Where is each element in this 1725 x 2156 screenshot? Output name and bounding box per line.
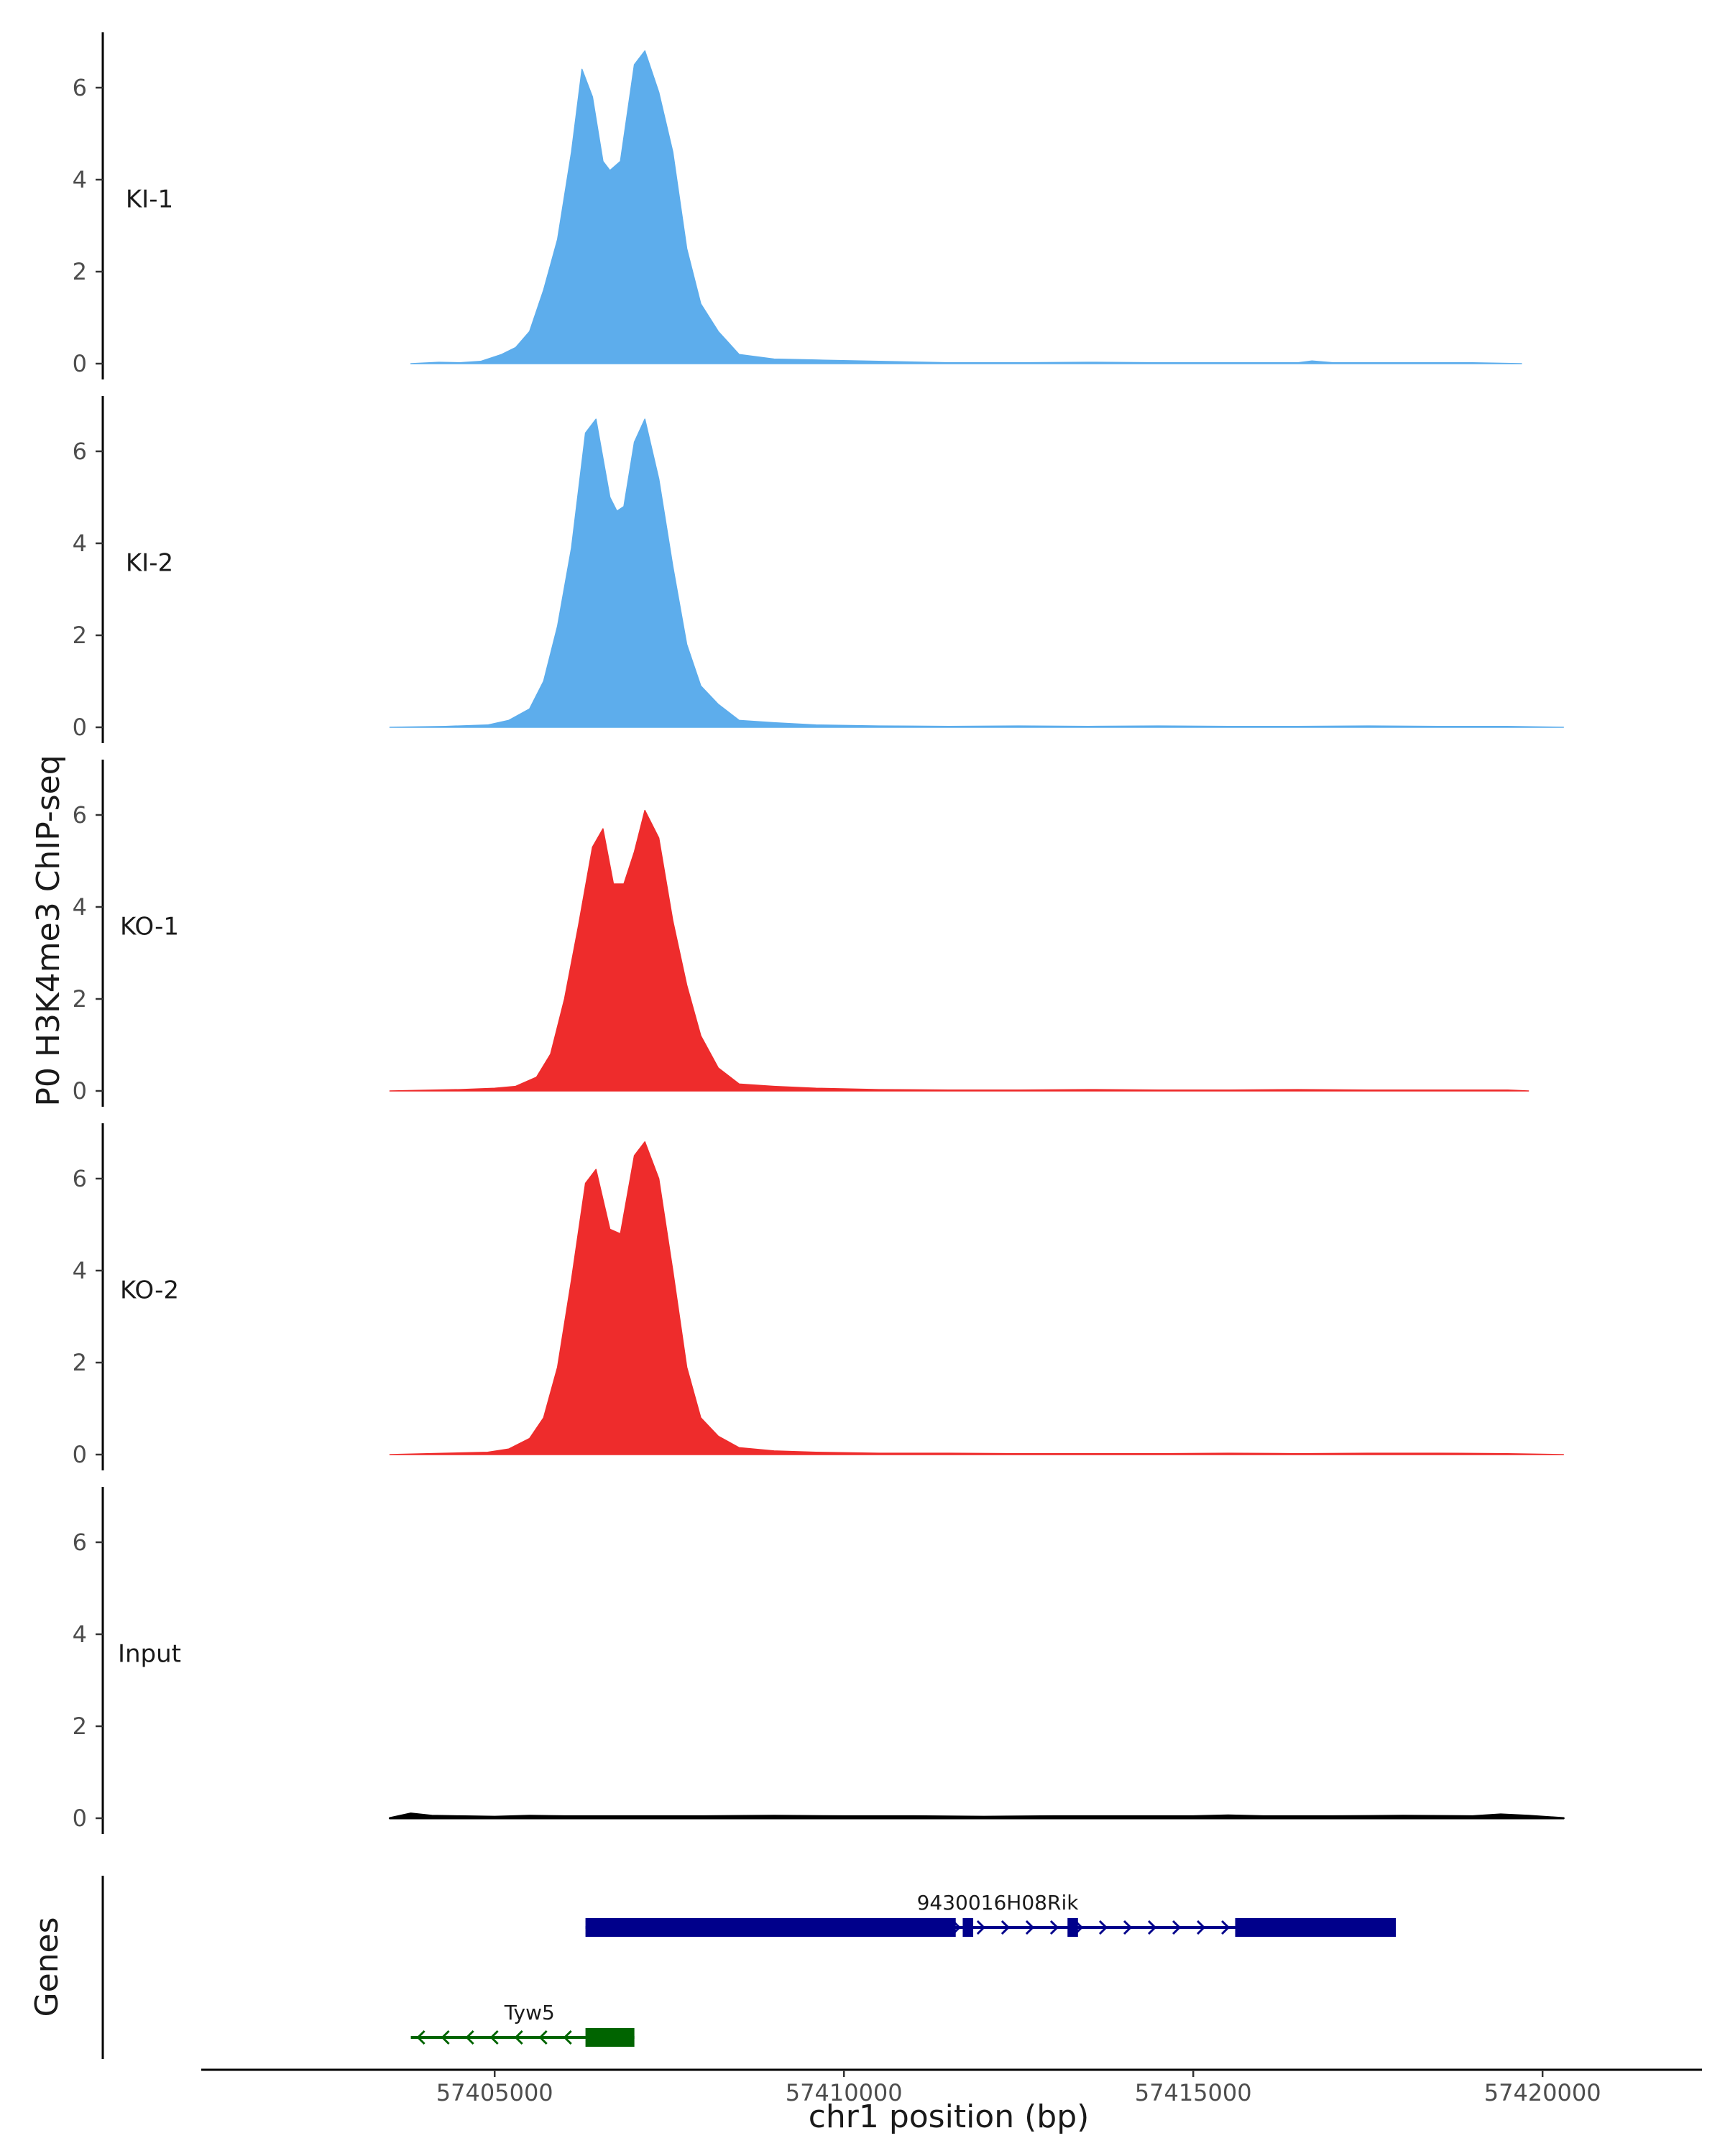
track-ko-2: 0 2 4 6 KO-2 <box>73 1123 1565 1470</box>
gene-tyw5-strand-arrow <box>563 2030 572 2045</box>
track-ko-2-y-tick-label-6: 6 <box>73 1165 87 1192</box>
gene-9430016h08rik-strand-arrow <box>1025 1920 1035 1935</box>
track-ko-2-y-tick-label-4: 4 <box>73 1257 87 1284</box>
track-ko-2-y-tick-label-2: 2 <box>73 1349 87 1376</box>
x-tick-label-57420000: 57420000 <box>1484 2079 1601 2106</box>
track-ko-2-y-tick-label-0: 0 <box>73 1441 87 1468</box>
signal-area-ko-2 <box>389 1141 1565 1455</box>
gene-9430016h08rik-strand-arrow <box>1098 1920 1108 1935</box>
gene-9430016h08rik-exon-4 <box>1235 1918 1397 1937</box>
gene-9430016h08rik-exon-3 <box>1067 1918 1078 1937</box>
track-ko-1-y-tick-label-4: 4 <box>73 893 87 921</box>
track-input-y-tick-label-0: 0 <box>73 1805 87 1832</box>
x-tick-label-57410000: 57410000 <box>786 2079 903 2106</box>
track-ki-2-y-tick-label-6: 6 <box>73 438 87 465</box>
track-label-input: Input <box>118 1639 181 1668</box>
track-input-y-tick-label-6: 6 <box>73 1529 87 1556</box>
signal-area-ki-2 <box>389 418 1565 728</box>
gene-tyw5: Tyw5 <box>410 2001 635 2047</box>
signal-tracks: 0 2 4 6 KI-1 0 2 4 6 KI-2 0 2 4 6 KO-1 0 2 4 6 KO-2 0 2 4 6 Inpu… <box>73 32 1565 1834</box>
gene-tyw5-exon-1 <box>585 2028 635 2047</box>
gene-9430016h08rik-strand-arrow <box>1221 1920 1230 1935</box>
y-axis-title: P0 H3K4me3 ChIP-seq <box>30 755 67 1106</box>
gene-label-tyw5: Tyw5 <box>504 2001 555 2024</box>
track-ki-1-y-tick-label-6: 6 <box>73 74 87 101</box>
signal-area-ko-1 <box>389 809 1530 1092</box>
track-label-ko-2: KO-2 <box>120 1276 179 1304</box>
gene-label-9430016h08rik: 9430016H08Rik <box>917 1891 1080 1915</box>
track-input: 0 2 4 6 Input <box>73 1487 1565 1834</box>
gene-tyw5-strand-arrow <box>489 2030 499 2045</box>
genes-track: Genes 9430016H08Rik Tyw5 <box>29 1876 1397 2059</box>
track-ki-1-y-tick-label-4: 4 <box>73 166 87 193</box>
track-ki-1: 0 2 4 6 KI-1 <box>73 32 1522 379</box>
track-label-ki-2: KI-2 <box>126 548 173 577</box>
gene-tyw5-strand-arrow <box>538 2030 548 2045</box>
gene-9430016h08rik-strand-arrow <box>1000 1920 1011 1935</box>
gene-9430016h08rik: 9430016H08Rik <box>585 1891 1397 1937</box>
gene-tyw5-strand-arrow <box>416 2030 426 2045</box>
track-ki-1-y-tick-label-0: 0 <box>73 350 87 377</box>
track-ko-1-y-tick-label-6: 6 <box>73 801 87 829</box>
track-ki-1-y-tick-label-2: 2 <box>73 258 87 285</box>
x-axis-title: chr1 position (bp) <box>809 2099 1090 2135</box>
signal-area-input <box>388 1812 1565 1820</box>
gene-9430016h08rik-exon-1 <box>585 1918 956 1937</box>
signal-area-ki-1 <box>410 50 1522 364</box>
gene-tyw5-strand-arrow <box>441 2030 450 2045</box>
x-tick-label-57415000: 57415000 <box>1135 2079 1252 2106</box>
gene-tyw5-strand-arrow <box>514 2030 523 2045</box>
gene-tyw5-strand-arrow <box>465 2030 474 2045</box>
gene-9430016h08rik-strand-arrow <box>976 1920 986 1935</box>
track-ki-2-y-tick-label-4: 4 <box>73 530 87 557</box>
track-input-y-tick-label-2: 2 <box>73 1713 87 1740</box>
x-axis: 57405000 57410000 57415000 57420000 <box>201 2068 1702 2106</box>
gene-9430016h08rik-strand-arrow <box>1123 1920 1133 1935</box>
gene-9430016h08rik-strand-arrow <box>1172 1920 1182 1935</box>
genes-track-title: Genes <box>29 1917 65 2017</box>
x-tick-label-57405000: 57405000 <box>436 2079 553 2106</box>
track-ko-1-y-tick-label-0: 0 <box>73 1077 87 1105</box>
track-ki-2-y-tick-label-2: 2 <box>73 622 87 649</box>
track-ki-2: 0 2 4 6 KI-2 <box>73 396 1565 743</box>
track-label-ko-1: KO-1 <box>120 912 179 941</box>
gene-9430016h08rik-strand-arrow <box>1049 1920 1059 1935</box>
track-ki-2-y-tick-label-0: 0 <box>73 714 87 741</box>
track-label-ki-1: KI-1 <box>126 185 173 213</box>
track-input-y-tick-label-4: 4 <box>73 1621 87 1648</box>
track-ko-1: 0 2 4 6 KO-1 <box>73 760 1530 1107</box>
track-ko-1-y-tick-label-2: 2 <box>73 985 87 1013</box>
gene-9430016h08rik-strand-arrow <box>1147 1920 1157 1935</box>
gene-9430016h08rik-strand-arrow <box>1196 1920 1206 1935</box>
gene-9430016h08rik-exon-2 <box>962 1918 974 1937</box>
